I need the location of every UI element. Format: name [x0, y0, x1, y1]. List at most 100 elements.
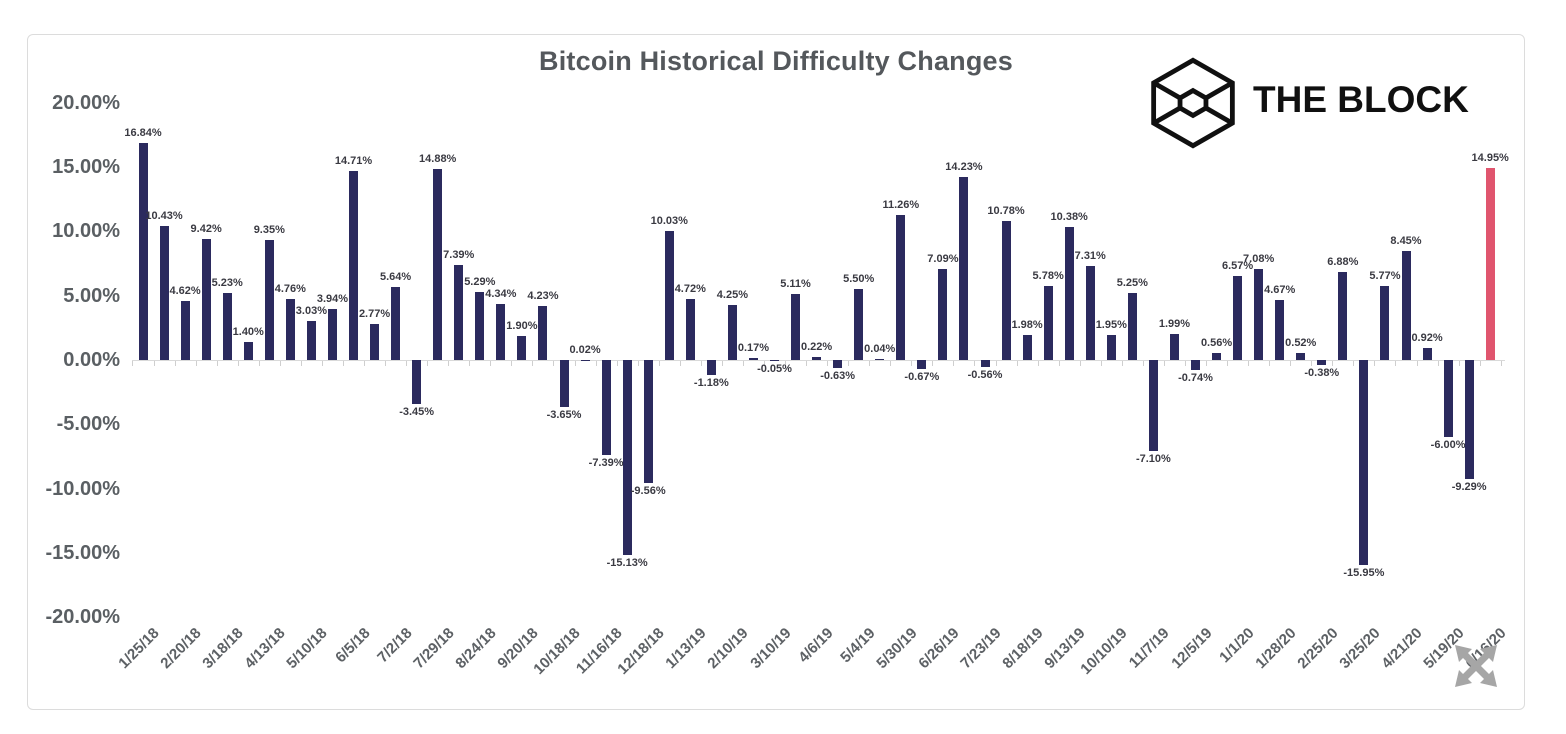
axis-tick	[1163, 361, 1165, 366]
axis-tick	[637, 361, 639, 366]
difficulty-change-bar	[1443, 360, 1453, 438]
axis-tick	[300, 361, 302, 366]
axis-tick	[700, 361, 702, 366]
axis-tick	[469, 361, 471, 366]
axis-tick	[679, 361, 681, 366]
axis-tick	[258, 361, 260, 366]
y-axis-label: -15.00%	[45, 541, 121, 564]
axis-tick	[1058, 361, 1060, 366]
difficulty-change-bar	[306, 321, 316, 360]
axis-tick	[1248, 361, 1250, 366]
bar-value-label: 2.77%	[358, 308, 391, 321]
bar-value-label: -15.13%	[606, 556, 648, 569]
axis-tick	[658, 361, 660, 366]
bar-value-label: 0.17%	[737, 341, 770, 354]
bar-value-label: 14.95%	[1471, 151, 1509, 164]
axis-tick	[1500, 361, 1502, 366]
axis-tick	[1206, 361, 1208, 366]
bar-value-label: 0.02%	[569, 343, 601, 356]
axis-tick	[1079, 361, 1081, 366]
y-axis-label: 0.00%	[63, 349, 120, 371]
difficulty-change-bar	[917, 360, 927, 369]
difficulty-change-bar	[854, 289, 864, 360]
bar-value-label: 4.62%	[169, 284, 201, 297]
difficulty-change-bar	[475, 291, 485, 360]
difficulty-change-bar	[706, 360, 716, 376]
axis-tick	[1458, 361, 1460, 366]
axis-tick	[406, 361, 408, 366]
difficulty-change-bar	[264, 239, 274, 360]
difficulty-change-bar	[685, 299, 695, 360]
difficulty-change-bar	[727, 305, 737, 360]
axis-tick	[1121, 361, 1123, 366]
difficulty-change-bar	[1169, 334, 1179, 360]
axis-tick	[132, 361, 134, 366]
difficulty-change-bar	[1085, 266, 1095, 360]
difficulty-change-bar	[349, 170, 358, 360]
axis-tick	[911, 361, 913, 366]
axis-tick	[553, 361, 555, 366]
bar-value-label: 5.78%	[1032, 269, 1064, 282]
bar-value-label: -6.00%	[1430, 439, 1466, 452]
difficulty-change-bar	[1127, 292, 1137, 360]
bar-value-label: 1.90%	[506, 319, 538, 332]
bar-value-label: 5.77%	[1369, 269, 1401, 282]
difficulty-change-bar	[538, 305, 548, 360]
bar-value-label: 14.71%	[334, 154, 373, 167]
difficulty-change-bar	[601, 360, 611, 455]
axis-tick	[1395, 361, 1397, 366]
bar-value-label: 7.31%	[1074, 250, 1106, 262]
bar-value-label: 9.42%	[190, 222, 222, 235]
difficulty-change-bar	[875, 359, 885, 360]
difficulty-change-bar	[517, 335, 527, 360]
bar-value-label: -0.67%	[904, 370, 940, 383]
difficulty-change-bar	[138, 143, 148, 360]
bar-value-label: 10.03%	[650, 215, 688, 228]
bar-value-label: -3.65%	[546, 408, 582, 421]
difficulty-change-bar	[1422, 348, 1432, 360]
axis-tick	[595, 361, 597, 366]
y-axis-label: -20.00%	[45, 606, 121, 629]
axis-tick	[932, 361, 934, 366]
difficulty-change-bar	[1338, 271, 1348, 360]
difficulty-change-bar	[748, 357, 758, 360]
axis-tick	[890, 361, 892, 366]
chart-card	[27, 34, 1525, 710]
difficulty-change-bar	[285, 298, 295, 360]
axis-tick	[1479, 361, 1481, 366]
bar-value-label: 6.57%	[1221, 259, 1254, 272]
y-axis-label: -5.00%	[56, 413, 120, 436]
axis-tick	[174, 361, 176, 366]
axis-tick	[321, 361, 323, 366]
difficulty-change-bar	[664, 231, 674, 360]
bar-value-label: 1.98%	[1011, 318, 1043, 331]
axis-tick	[532, 361, 534, 366]
y-axis-label: 15.00%	[52, 156, 120, 179]
bar-value-label: 4.34%	[485, 288, 517, 301]
difficulty-change-bar	[1191, 360, 1200, 370]
axis-tick	[953, 361, 955, 366]
difficulty-change-bar	[812, 357, 822, 360]
axis-tick	[1100, 361, 1102, 366]
axis-tick	[1227, 361, 1229, 366]
move-cursor-icon[interactable]	[1452, 642, 1500, 690]
bar-value-label: 0.56%	[1200, 336, 1233, 349]
axis-tick	[806, 361, 808, 366]
axis-tick	[763, 361, 765, 366]
difficulty-change-bar	[1001, 221, 1011, 360]
difficulty-change-bar	[622, 360, 632, 555]
y-axis-label: -10.00%	[45, 477, 121, 500]
bar-value-label: 10.38%	[1050, 210, 1088, 223]
bar-value-label: 1.99%	[1158, 318, 1191, 331]
axis-tick	[869, 361, 871, 366]
bar-value-label: 16.84%	[124, 127, 162, 140]
bar-value-label: 5.29%	[464, 275, 496, 288]
bar-value-label: 0.52%	[1285, 337, 1317, 350]
difficulty-change-bar	[370, 324, 380, 360]
axis-tick	[511, 361, 513, 366]
difficulty-change-bar	[454, 264, 464, 360]
difficulty-change-bar	[1464, 360, 1474, 480]
bar-value-label: -0.56%	[967, 369, 1003, 382]
